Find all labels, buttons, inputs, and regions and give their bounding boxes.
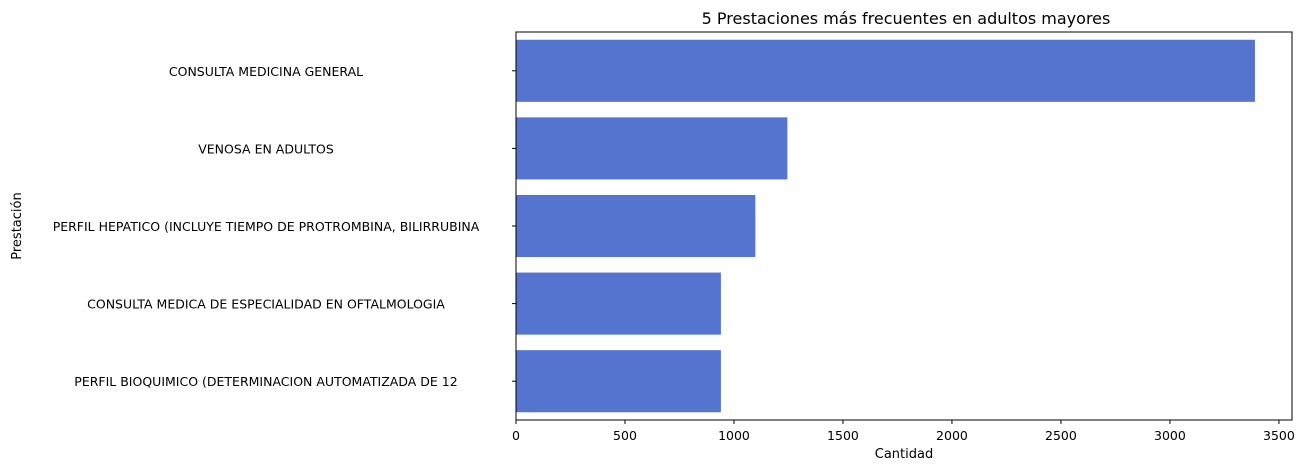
- x-axis-label: Cantidad: [875, 447, 933, 462]
- bar: [516, 194, 756, 258]
- x-tick-label: 3000: [1154, 428, 1186, 443]
- x-tick-label: 2500: [1045, 428, 1077, 443]
- bar: [516, 39, 1255, 102]
- bar: [516, 350, 721, 413]
- x-tick-label: 2000: [936, 428, 968, 443]
- y-tick-label: CONSULTA MEDICA DE ESPECIALIDAD EN OFTAL…: [87, 297, 445, 312]
- plot-frame: [515, 31, 1293, 421]
- x-tick-label: 0: [512, 428, 520, 443]
- y-axis-label: Prestación: [10, 192, 25, 259]
- x-tick-label: 500: [613, 428, 637, 443]
- y-tick-label: CONSULTA MEDICINA GENERAL: [169, 64, 363, 79]
- chart-title: 5 Prestaciones más frecuentes en adultos…: [702, 9, 1111, 28]
- y-tick-label: PERFIL BIOQUIMICO (DETERMINACION AUTOMAT…: [74, 374, 457, 389]
- bars-layer: [516, 39, 1255, 413]
- bar: [516, 117, 788, 180]
- x-axis: 0 500 1000 1500 2000 2500 3000 3500: [512, 420, 1295, 443]
- y-tick-label: PERFIL HEPATICO (INCLUYE TIEMPO DE PROTR…: [53, 219, 480, 234]
- bar: [516, 272, 721, 335]
- x-tick-label: 1000: [718, 428, 750, 443]
- x-tick-label: 3500: [1263, 428, 1295, 443]
- y-axis: CONSULTA MEDICINA GENERAL VENOSA EN ADULT…: [53, 64, 516, 389]
- y-tick-label: VENOSA EN ADULTOS: [198, 141, 334, 156]
- x-tick-label: 1500: [827, 428, 859, 443]
